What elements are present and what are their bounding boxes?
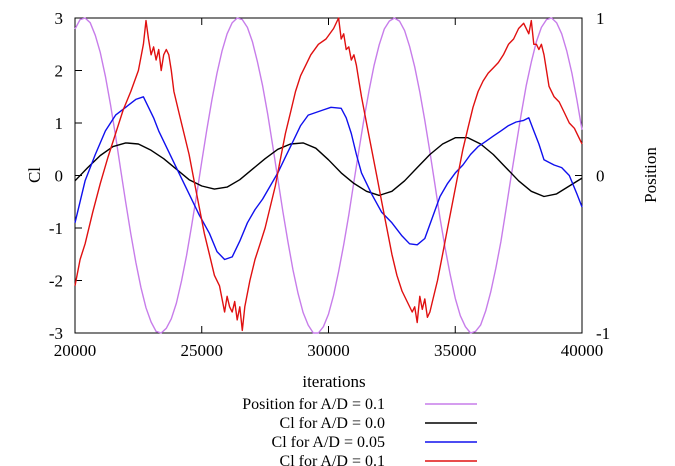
series-lines [74,17,583,334]
y-tick-label: 0 [55,167,64,186]
y-axis-label: Cl [25,167,44,183]
y2-tick-label: -1 [596,324,610,343]
y-tick-label: -1 [49,219,63,238]
cl-ad-0-05-line [74,96,583,261]
y-tick-label: 1 [55,114,64,133]
y-tick-label: -3 [49,324,63,343]
legend-label: Cl for A/D = 0.1 [280,453,385,466]
y2-tick-label: 1 [596,9,605,28]
x-axis-label: iterations [302,372,365,391]
legend-label: Cl for A/D = 0.05 [272,434,385,451]
x-tick-label: 40000 [561,341,604,360]
x-tick-label: 30000 [307,341,350,360]
x-tick-label: 35000 [434,341,477,360]
plot-border [74,17,583,334]
cl-ad-0-0-line [74,136,583,198]
ticks: 20000 25000 30000 35000 40000 -3 -2 -1 0 1 2 3 -1 0 1 [49,9,610,360]
y2-axis-label: Position [641,147,660,203]
legend-label: Cl for A/D = 0.0 [280,415,385,432]
cl-ad-0-1-line [74,17,583,332]
legend: Position for A/D = 0.1 Cl for A/D = 0.0 Cl… [242,396,477,466]
y-tick-label: 3 [55,9,64,28]
y-tick-label: -2 [49,272,63,291]
x-tick-label: 20000 [54,341,97,360]
legend-label: Position for A/D = 0.1 [242,396,385,413]
y-tick-label: 2 [55,62,64,81]
position-line [74,17,583,334]
y2-tick-label: 0 [596,167,605,186]
x-tick-label: 25000 [181,341,224,360]
plot-frame [74,17,583,334]
